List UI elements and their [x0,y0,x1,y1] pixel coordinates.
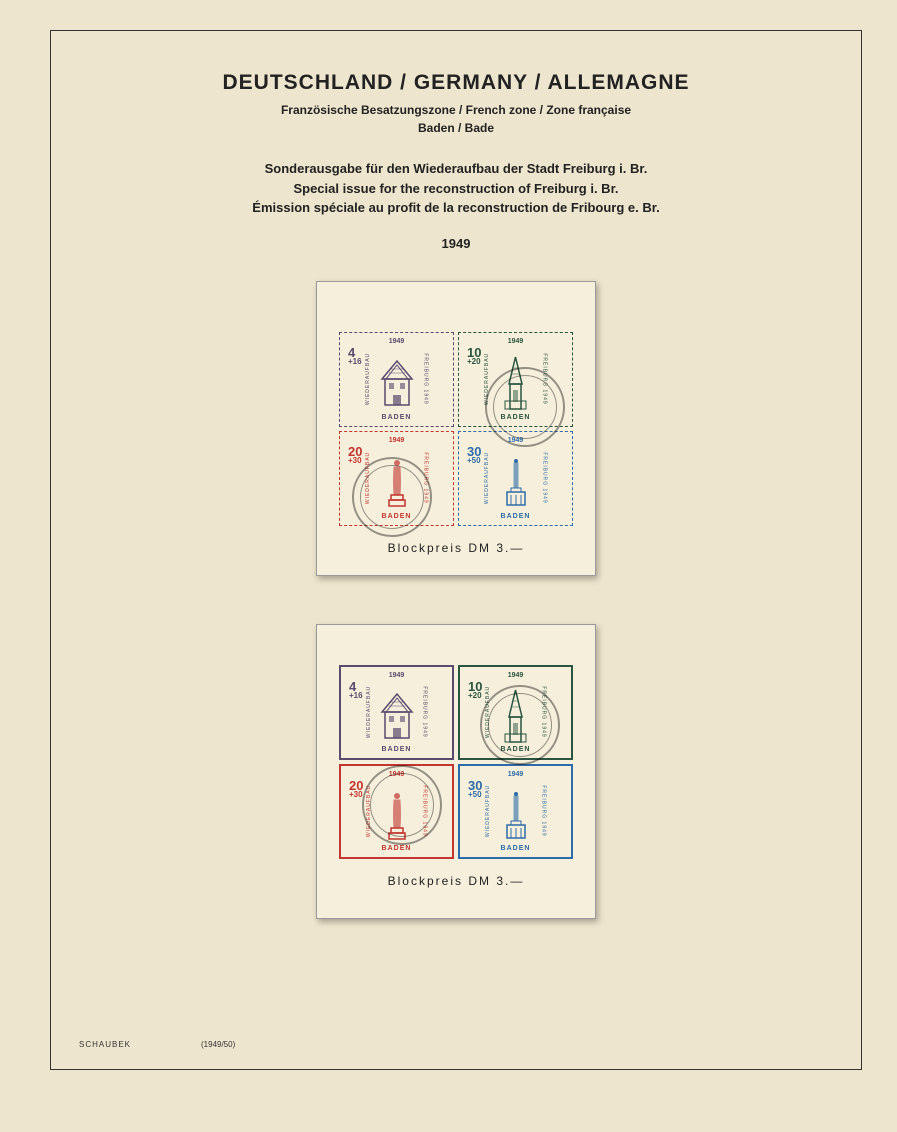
stamp-side-right: FREIBURG 1949 [422,452,428,503]
stamp-cell: 1949 20+30 WIEDERAUFBAU FREIBURG 1949 BA… [339,431,454,526]
stamp-denomination: 10+20 [468,681,482,700]
header-section: DEUTSCHLAND / GERMANY / ALLEMAGNE Franzö… [51,31,861,135]
stamp-side-left: WIEDERAUFBAU [484,353,490,405]
stamp-denomination: 20+30 [349,780,363,799]
tower-icon [503,356,528,411]
stamp-cell: 1949 30+50 WIEDERAUFBAU FREIBURG 1949 BA… [458,764,573,859]
stamp-cell: 1949 4+16 WIEDERAUFBAU FREIBURG 1949 BAD… [339,665,454,760]
stamp-country: BADEN [501,845,531,852]
block-price-label: Blockpreis DM 3.— [339,874,573,888]
desc-french: Émission spéciale au profit de la recons… [51,198,861,218]
stamp-illustration [369,689,424,744]
stamp-denomination: 4+16 [348,347,362,366]
stamp-denomination: 30+50 [467,446,481,465]
description-block: Sonderausgabe für den Wiederaufbau der S… [51,159,861,218]
stamp-side-right: FREIBURG 1949 [422,353,428,404]
stamp-country: BADEN [501,513,531,520]
stamp-side-right: FREIBURG 1949 [421,686,427,737]
subtitle-zone: Französische Besatzungszone / French zon… [51,103,861,117]
stamps-container: 1949 4+16 WIEDERAUFBAU FREIBURG 1949 BAD… [51,281,861,919]
stamp-denomination: 30+50 [468,780,482,799]
stamp-year: 1949 [508,771,524,778]
stamp-side-right: FREIBURG 1949 [421,785,427,836]
block-price-label: Blockpreis DM 3.— [339,541,573,555]
stamp-grid: 1949 4+16 WIEDERAUFBAU FREIBURG 1949 BAD… [339,665,573,859]
stamp-side-right: FREIBURG 1949 [540,686,546,737]
stamp-side-right: FREIBURG 1949 [540,785,546,836]
stamp-year: 1949 [508,672,524,679]
stamp-denomination: 4+16 [349,681,363,700]
stamp-denomination: 20+30 [348,446,362,465]
stamp-year: 1949 [389,338,405,345]
stamp-cell: 1949 20+30 WIEDERAUFBAU FREIBURG 1949 BA… [339,764,454,859]
stamp-side-left: WIEDERAUFBAU [365,353,371,405]
stamp-side-left: WIEDERAUFBAU [484,452,490,504]
stamp-illustration [369,455,424,510]
stamp-country: BADEN [382,746,412,753]
stamp-year: 1949 [389,437,405,444]
stamp-year: 1949 [508,338,524,345]
footer-edition: (1949/50) [201,1040,235,1049]
stamp-country: BADEN [501,414,531,421]
stamp-illustration [488,788,543,843]
year-label: 1949 [51,236,861,251]
tower-icon [503,689,528,744]
monument-icon [501,457,531,507]
stamp-side-right: FREIBURG 1949 [541,353,547,404]
stamp-country: BADEN [501,746,531,753]
stamp-side-left: WIEDERAUFBAU [366,686,372,738]
stamp-denomination: 10+20 [467,347,481,366]
stamp-side-left: WIEDERAUFBAU [485,686,491,738]
stamp-illustration [488,689,543,744]
stamp-cell: 1949 10+20 WIEDERAUFBAU FREIBURG 1949 BA… [458,332,573,427]
stamp-block-imperforate: 1949 4+16 WIEDERAUFBAU FREIBURG 1949 BAD… [316,624,596,919]
footer-publisher: SCHAUBEK [79,1040,131,1049]
stamp-illustration [369,788,424,843]
album-page-frame: DEUTSCHLAND / GERMANY / ALLEMAGNE Franzö… [50,30,862,1070]
stamp-country: BADEN [382,845,412,852]
stamp-block-perforated: 1949 4+16 WIEDERAUFBAU FREIBURG 1949 BAD… [316,281,596,576]
stamp-year: 1949 [389,771,405,778]
house-icon [377,359,417,407]
stamp-side-right: FREIBURG 1949 [541,452,547,503]
main-title: DEUTSCHLAND / GERMANY / ALLEMAGNE [51,71,861,95]
stamp-country: BADEN [382,513,412,520]
house-icon [377,692,417,740]
stamp-side-left: WIEDERAUFBAU [365,452,371,504]
stamp-cell: 1949 10+20 WIEDERAUFBAU FREIBURG 1949 BA… [458,665,573,760]
stamp-grid: 1949 4+16 WIEDERAUFBAU FREIBURG 1949 BAD… [339,332,573,526]
stamp-side-left: WIEDERAUFBAU [485,785,491,837]
stamp-side-left: WIEDERAUFBAU [366,785,372,837]
stamp-year: 1949 [389,672,405,679]
stamp-cell: 1949 30+50 WIEDERAUFBAU FREIBURG 1949 BA… [458,431,573,526]
desc-english: Special issue for the reconstruction of … [51,179,861,199]
stamp-country: BADEN [382,414,412,421]
stamp-illustration [488,455,543,510]
stamp-illustration [488,356,543,411]
monument-icon [501,790,531,840]
statue-icon [387,790,407,840]
stamp-illustration [369,356,424,411]
stamp-cell: 1949 4+16 WIEDERAUFBAU FREIBURG 1949 BAD… [339,332,454,427]
stamp-year: 1949 [508,437,524,444]
desc-german: Sonderausgabe für den Wiederaufbau der S… [51,159,861,179]
statue-icon [387,457,407,507]
subtitle-region: Baden / Bade [51,121,861,135]
